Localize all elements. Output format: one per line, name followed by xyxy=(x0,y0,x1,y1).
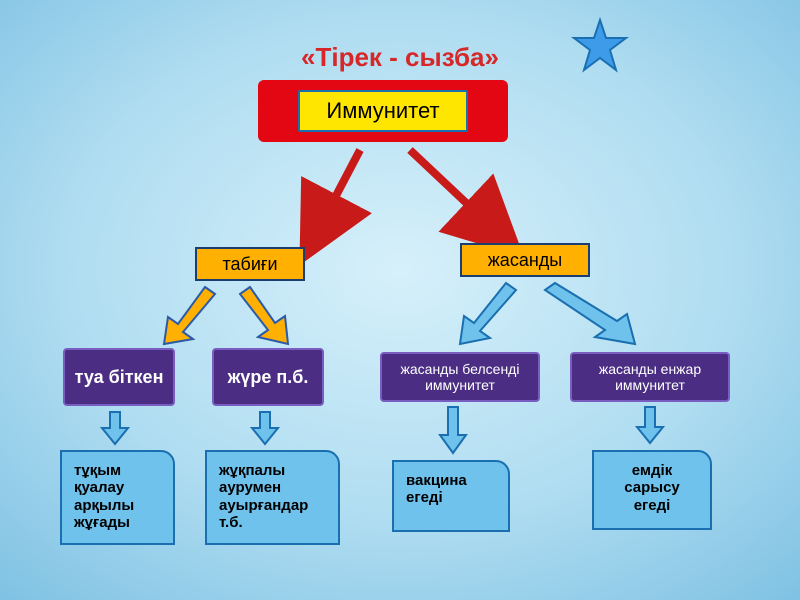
arrow-l2r-c xyxy=(438,278,518,353)
arrow-l2r-d xyxy=(545,278,655,353)
arrow-d xyxy=(635,405,665,447)
l2-right: жасанды xyxy=(460,243,590,277)
l3-b: жүре п.б. xyxy=(212,348,324,406)
arrow-a xyxy=(100,410,130,448)
diagram-title: «Тірек - сызба» xyxy=(301,42,499,73)
l3-a: туа біткен xyxy=(63,348,175,406)
l3-d: жасанды енжар иммунитет xyxy=(570,352,730,402)
arrow-l2l-a xyxy=(140,282,220,352)
l2-left: табиғи xyxy=(195,247,305,281)
arrow-main-right xyxy=(400,145,520,245)
l4-a: тұқым қуалау арқылы жұғады xyxy=(60,450,175,545)
arrow-b xyxy=(250,410,280,448)
l4-c: вакцина егеді xyxy=(392,460,510,532)
l4-d: емдік сарысу егеді xyxy=(592,450,712,530)
l3-c: жасанды белсенді иммунитет xyxy=(380,352,540,402)
main-label: Иммунитет xyxy=(298,90,468,132)
l4-b: жұқпалы аурумен ауырғандар т.б. xyxy=(205,450,340,545)
arrow-c xyxy=(438,405,468,457)
arrow-l2l-b xyxy=(240,282,310,352)
star-icon xyxy=(572,18,628,74)
arrow-main-left xyxy=(310,145,370,245)
